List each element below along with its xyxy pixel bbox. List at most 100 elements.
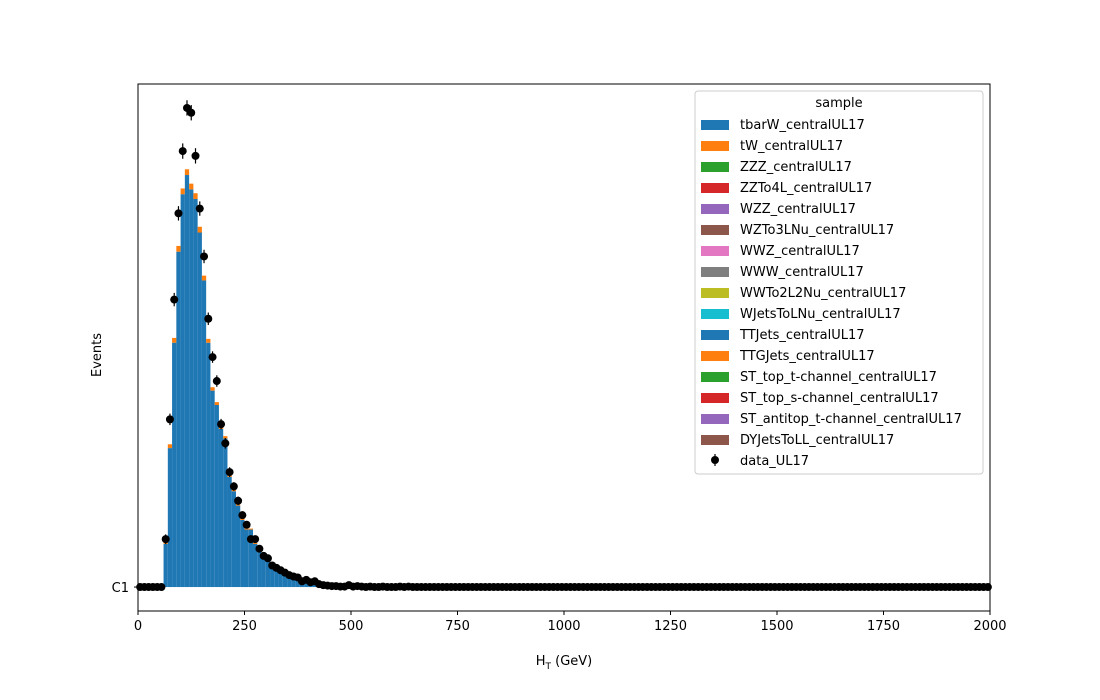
histogram-bar-ttjets <box>167 448 173 588</box>
data-point <box>208 353 217 362</box>
data-point <box>234 496 243 505</box>
data-point <box>157 583 166 592</box>
histogram-bar-ttjets <box>176 251 181 588</box>
legend-label: TTJets_centralUL17 <box>739 328 865 343</box>
legend-point-marker <box>711 456 719 464</box>
histogram-bar-ttjets <box>240 519 245 588</box>
legend-label: WJetsToLNu_centralUL17 <box>740 307 901 322</box>
legend-swatch <box>701 225 729 235</box>
legend-label: WWZ_centralUL17 <box>740 244 860 259</box>
histogram-bar-ttgjets <box>253 542 258 544</box>
histogram-bar-ttjets <box>201 280 207 588</box>
legend-label: WWW_centralUL17 <box>740 265 864 280</box>
data-point <box>251 535 260 544</box>
histogram-bar-ttgjets <box>172 337 177 343</box>
legend-swatch <box>701 162 729 172</box>
data-point <box>204 314 213 323</box>
legend-swatch <box>701 267 729 277</box>
legend-swatch <box>701 414 729 424</box>
histogram-bar-ttjets <box>287 576 292 588</box>
data-point <box>161 535 170 544</box>
histogram-bar-ttgjets <box>240 518 245 520</box>
data-point <box>195 204 204 213</box>
histogram-bar-ttgjets <box>210 387 215 391</box>
histogram-bar-ttjets <box>295 579 300 588</box>
data-point <box>238 511 247 520</box>
histogram-bar-ttjets <box>257 548 262 588</box>
x-tick-label: 1500 <box>760 619 793 634</box>
histogram-bar-ttjets <box>214 404 219 588</box>
legend-swatch <box>701 141 729 151</box>
histogram-bar-ttgjets <box>206 338 211 343</box>
data-point <box>217 420 226 429</box>
histogram-bar-ttgjets <box>197 226 202 233</box>
data-point <box>212 377 221 386</box>
histogram-bar-ttgjets <box>201 275 207 281</box>
histogram-bar-ttjets <box>282 574 288 588</box>
x-tick-label: 750 <box>445 619 470 634</box>
legend-swatch <box>701 393 729 403</box>
legend-label: tW_centralUL17 <box>740 139 843 154</box>
histogram-bar-ttjets <box>244 529 249 588</box>
legend-label: WZZ_centralUL17 <box>740 202 856 217</box>
legend-label: WZTo3LNu_centralUL17 <box>740 223 894 238</box>
y-axis-label: Events <box>90 333 105 377</box>
histogram-bar-ttgjets <box>223 436 228 439</box>
histogram-bar-ttgjets <box>193 193 198 199</box>
legend-entries: tbarW_centralUL17 tW_centralUL17 ZZZ_centr… <box>701 118 962 469</box>
legend-label: DYJetsToLL_centralUL17 <box>740 433 894 448</box>
histogram-bar-ttjets <box>235 505 241 588</box>
histogram-bar-ttjets <box>227 476 232 588</box>
histogram-bar-ttgjets <box>189 183 194 190</box>
histogram-bar-ttgjets <box>214 402 219 405</box>
legend-swatch <box>701 330 729 340</box>
legend: sample tbarW_centralUL17 tW_centralUL17 ZZ… <box>694 90 984 475</box>
histogram-bar-ttjets <box>261 555 266 588</box>
data-point <box>200 252 209 261</box>
plot-area <box>136 100 992 592</box>
x-tick-label: 1000 <box>547 619 580 634</box>
histogram-bar-ttjets <box>291 577 296 588</box>
data-point <box>187 108 196 117</box>
legend-label: ST_antitop_t-channel_centralUL17 <box>740 412 962 427</box>
x-tick-label: 250 <box>232 619 257 634</box>
data-point <box>170 295 179 304</box>
legend-label: ZZTo4L_centralUL17 <box>740 181 872 196</box>
legend-swatch <box>701 435 729 445</box>
data-point <box>165 415 174 424</box>
histogram-bar-ttjets <box>206 342 211 588</box>
histogram-bar-ttjets <box>223 438 228 588</box>
data-point <box>225 468 234 477</box>
histogram-bar-ttjets <box>274 568 279 588</box>
x-tick-label: 1750 <box>867 619 900 634</box>
legend-label: WWTo2L2Nu_centralUL17 <box>740 286 906 301</box>
legend-label: TTGJets_centralUL17 <box>739 349 875 364</box>
histogram-bar-ttgjets <box>176 245 181 252</box>
histogram-bar-ttgjets <box>184 169 190 176</box>
histogram-bar-ttgjets <box>167 444 173 449</box>
axes: 0 250 500 750 1000 1250 1500 1750 2000 C1 <box>112 581 1007 634</box>
data-point <box>174 209 183 218</box>
histogram-bar-ttjets <box>180 194 185 588</box>
histogram-bar-ttjets <box>189 189 194 588</box>
y-tick-label: C1 <box>112 581 129 596</box>
legend-swatch <box>701 183 729 193</box>
histogram-bar-ttjets <box>231 491 236 588</box>
histogram-bar-ttgjets <box>244 528 249 530</box>
histogram-bar-ttgjets <box>180 188 185 195</box>
histogram-bar-ttjets <box>248 529 254 588</box>
x-tick-label: 0 <box>134 619 142 634</box>
legend-label: ST_top_s-channel_centralUL17 <box>740 391 939 406</box>
legend-swatch <box>701 246 729 256</box>
histogram-bar-ttjets <box>163 543 168 588</box>
legend-label: ST_top_t-channel_centralUL17 <box>740 370 937 385</box>
data-point <box>221 439 230 448</box>
legend-swatch <box>701 372 729 382</box>
legend-swatch <box>701 288 729 298</box>
histogram-bar-ttgjets <box>248 528 254 530</box>
data-point <box>178 147 187 156</box>
histogram-bar-ttjets <box>278 571 283 588</box>
legend-swatch <box>701 351 729 361</box>
legend-label: ZZZ_centralUL17 <box>740 160 852 175</box>
